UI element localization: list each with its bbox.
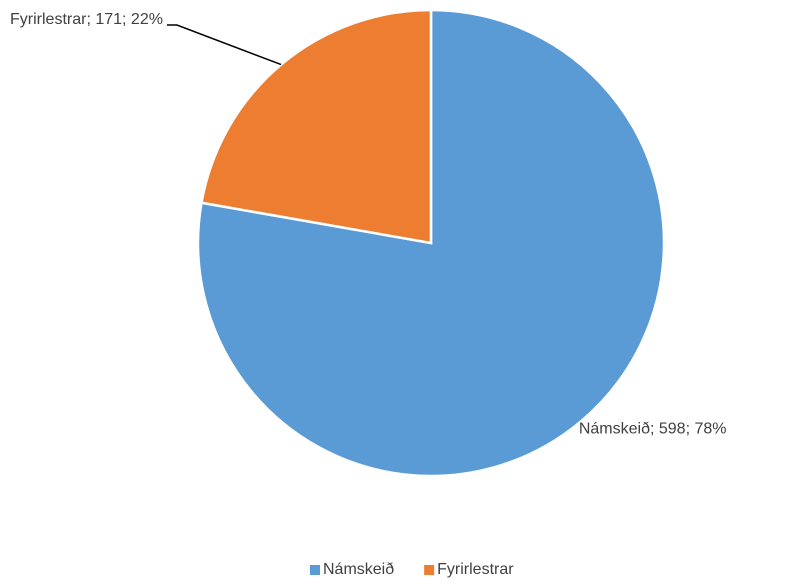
legend-label: Námskeið: [323, 561, 394, 578]
legend-swatch: [424, 565, 435, 575]
legend-label: Fyrirlestrar: [437, 561, 514, 578]
legend-swatch: [310, 565, 320, 575]
leader-line: [166, 24, 282, 66]
data-label: Fyrirlestrar; 171; 22%: [10, 11, 163, 28]
pie-slice: [200, 8, 433, 245]
data-label: Námskeið; 598; 78%: [579, 421, 727, 438]
